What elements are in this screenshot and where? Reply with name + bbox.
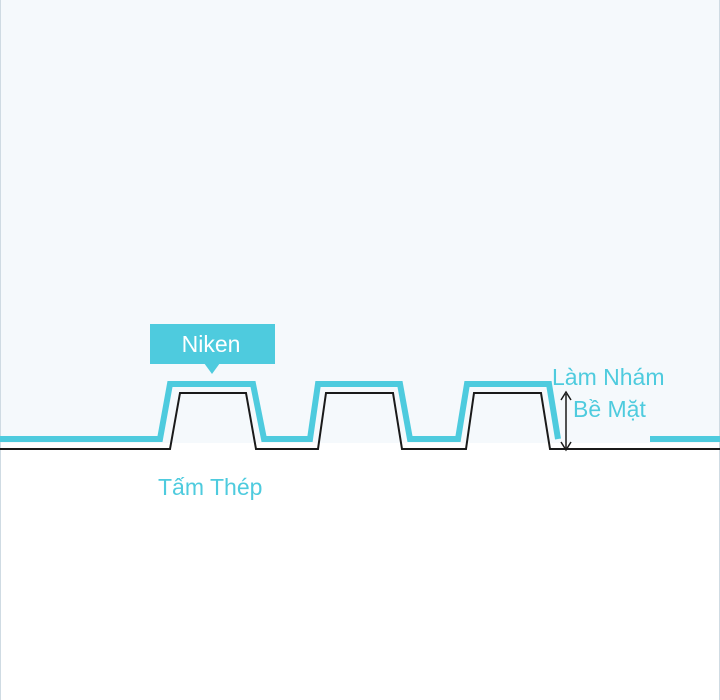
roughness-dimension-arrow bbox=[560, 390, 572, 452]
steel-plate-label: Tấm Thép bbox=[158, 474, 262, 500]
upper-background bbox=[0, 0, 720, 443]
steel-plate-surface bbox=[0, 392, 720, 450]
nickel-label: Niken bbox=[182, 331, 241, 357]
roughening-label-line1: Làm Nhám bbox=[552, 364, 664, 390]
lower-background bbox=[0, 443, 720, 700]
nickel-callout-box bbox=[150, 324, 275, 364]
nickel-layer bbox=[0, 381, 561, 442]
roughening-label-line2: Bề Mặt bbox=[573, 396, 646, 422]
nickel-callout-pointer bbox=[204, 363, 220, 374]
nickel-callout: Niken bbox=[150, 324, 275, 374]
